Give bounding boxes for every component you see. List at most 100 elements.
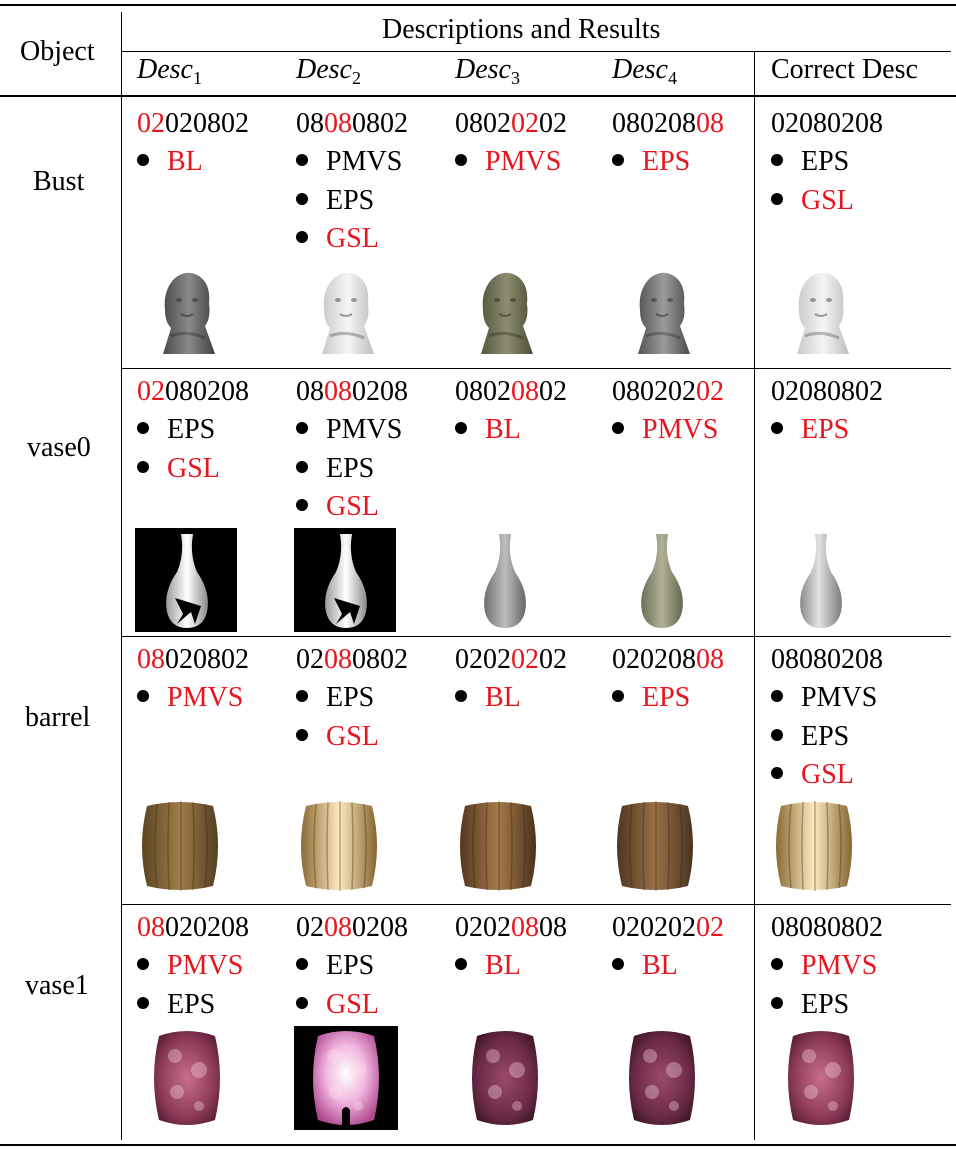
object-name: vase1: [25, 970, 89, 1001]
code-segment: 0802: [352, 108, 408, 139]
description-code: 02080208: [771, 108, 883, 140]
group-underline: [121, 51, 951, 52]
row-separator: [121, 636, 951, 637]
code-segment: 02080208: [771, 108, 883, 139]
code-segment-highlighted: 02: [511, 108, 539, 139]
method-item: EPS: [771, 414, 849, 446]
method-item: PMVS: [771, 950, 877, 982]
method-label: EPS: [326, 682, 375, 713]
code-segment-highlighted: 08: [324, 376, 352, 407]
method-label: EPS: [801, 146, 850, 177]
bullet-icon: [771, 958, 783, 970]
code-segment: 08080802: [771, 912, 883, 943]
vase-gray-image: [484, 534, 526, 628]
code-segment-highlighted: 08: [696, 108, 724, 139]
bust-gray-image: [638, 272, 690, 354]
code-segment: 02: [296, 912, 324, 943]
method-item: GSL: [137, 453, 220, 485]
method-item: PMVS: [612, 414, 718, 446]
bullet-icon: [137, 154, 149, 166]
bullet-icon: [296, 460, 308, 473]
correct-col-divider: [754, 52, 755, 1140]
method-item: GSL: [771, 185, 854, 217]
code-segment: 08: [539, 912, 567, 943]
method-label: EPS: [326, 950, 375, 981]
code-segment: 08: [296, 108, 324, 139]
method-label: BL: [485, 682, 521, 713]
description-code: 08020802: [137, 644, 249, 676]
code-segment: 02080802: [771, 376, 883, 407]
bullet-icon: [296, 192, 308, 205]
bullet-icon: [612, 958, 624, 970]
method-item: EPS: [771, 146, 849, 178]
method-item: GSL: [771, 759, 854, 791]
method-item: EPS: [771, 721, 849, 753]
method-label: EPS: [801, 414, 850, 445]
description-code: 02020808: [455, 912, 567, 944]
description-code: 08020202: [612, 376, 724, 408]
code-segment-highlighted: 08: [324, 108, 352, 139]
method-item: PMVS: [296, 146, 402, 178]
description-code: 02020802: [137, 108, 249, 140]
method-item: GSL: [296, 989, 379, 1021]
method-item: GSL: [296, 491, 379, 523]
method-label: EPS: [801, 988, 850, 1020]
method-label: EPS: [326, 452, 375, 484]
method-label: EPS: [642, 682, 691, 713]
method-item: BL: [455, 682, 521, 714]
bullet-icon: [771, 422, 783, 434]
method-label: PMVS: [326, 146, 403, 177]
code-segment: 02: [539, 644, 567, 675]
description-code: 08020808: [612, 108, 724, 140]
barrel-light-image: [301, 801, 377, 891]
bullet-icon: [771, 690, 783, 702]
code-segment: 02: [296, 644, 324, 675]
description-code: 02080208: [296, 912, 408, 944]
code-segment: 02: [539, 108, 567, 139]
row-separator: [121, 368, 951, 369]
method-item: EPS: [296, 453, 374, 485]
header-desc-4: Desc4: [612, 54, 677, 88]
bullet-icon: [455, 690, 467, 702]
description-code: 08080208: [296, 376, 408, 408]
bullet-icon: [137, 958, 149, 970]
header-object: Object: [20, 36, 95, 67]
code-segment: 0208: [352, 912, 408, 943]
barrel-striped-image: [617, 801, 693, 891]
code-segment-highlighted: 02: [137, 376, 165, 407]
bullet-icon: [771, 996, 783, 1009]
bullet-icon: [771, 192, 783, 205]
pink-vase-image: [788, 1031, 854, 1125]
bullet-icon: [612, 422, 624, 434]
bullet-icon: [296, 996, 308, 1009]
method-item: PMVS: [455, 146, 561, 178]
bullet-icon: [455, 154, 467, 166]
bullet-icon: [137, 460, 149, 473]
vase-green-image: [641, 534, 683, 628]
bullet-icon: [296, 154, 308, 166]
method-item: PMVS: [296, 414, 402, 446]
pink-vase-dark-image: [629, 1031, 695, 1125]
pink-vase-image: [154, 1031, 220, 1125]
description-code: 08020202: [455, 108, 567, 140]
object-name: barrel: [25, 702, 91, 733]
code-segment: 020802: [165, 644, 249, 675]
code-segment: 0802: [352, 644, 408, 675]
method-item: EPS: [612, 146, 690, 178]
method-label: GSL: [326, 491, 379, 522]
bullet-icon: [296, 422, 308, 434]
method-item: BL: [137, 146, 203, 178]
object-name: vase0: [27, 432, 91, 463]
pink-vase-dark-image: [472, 1031, 538, 1125]
description-code: 02080802: [296, 644, 408, 676]
method-item: EPS: [771, 989, 849, 1021]
vase-black-bg-image: [135, 528, 237, 632]
description-code: 08080802: [296, 108, 408, 140]
object-name: Bust: [33, 166, 85, 197]
code-segment: 020202: [612, 912, 696, 943]
code-segment-highlighted: 02: [511, 644, 539, 675]
method-item: PMVS: [771, 682, 877, 714]
header-group: Descriptions and Results: [382, 14, 661, 45]
code-segment: 0802: [455, 108, 511, 139]
code-segment: 080202: [612, 376, 696, 407]
